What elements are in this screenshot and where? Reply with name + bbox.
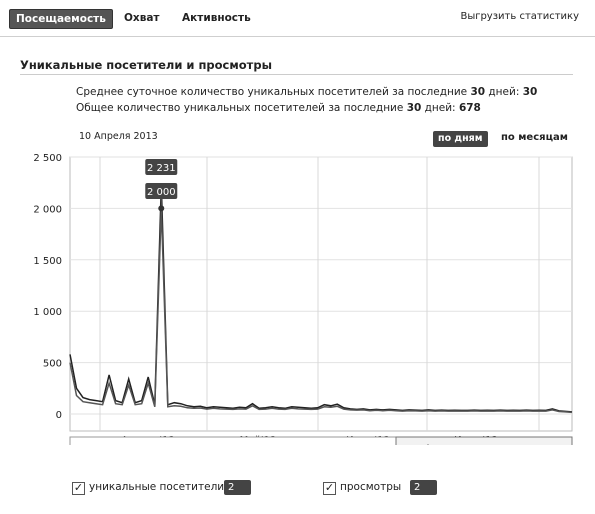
views-legend-label: просмотры <box>340 481 402 493</box>
stat-daily-days: 30 <box>470 86 486 98</box>
section-divider <box>20 74 573 75</box>
stat-daily-value: 30 <box>522 86 538 98</box>
stat-total-value: 678 <box>458 102 481 114</box>
top-navigation: Посещаемость Охват Активность Выгрузить … <box>0 0 595 37</box>
views-value-badge: 2 231 <box>410 480 438 508</box>
y-tick-label: 2 000 <box>33 204 62 215</box>
stat-daily-mid: дней: <box>485 86 523 98</box>
tab-attendance[interactable]: Посещаемость <box>9 9 113 29</box>
y-tick-label: 1 000 <box>33 307 62 318</box>
export-stats-link[interactable]: Выгрузить статистику <box>460 11 579 22</box>
period-daily-button[interactable]: по дням <box>433 131 488 147</box>
tooltip-visitors-bg <box>145 183 178 199</box>
visitors-checkbox[interactable]: ✓ <box>72 481 85 495</box>
series-line-visitors <box>69 208 573 414</box>
views-checkbox[interactable]: ✓ <box>323 481 336 495</box>
y-tick-label: 1 500 <box>33 256 62 267</box>
navigator-selection <box>395 436 573 445</box>
period-monthly-link[interactable]: по месяцам <box>501 132 568 143</box>
stat-total-prefix: Общее количество уникальных посетителей … <box>76 102 407 114</box>
tab-activity[interactable]: Активность <box>182 12 251 24</box>
y-tick-label: 500 <box>43 359 62 370</box>
peak-point <box>158 205 165 212</box>
section-title: Уникальные посетители и просмотры <box>20 58 272 72</box>
tooltip-visitors: 2 000 <box>147 187 176 198</box>
stat-daily-average: Среднее суточное количество уникальных п… <box>76 86 537 98</box>
y-tick-label: 0 <box>56 410 62 421</box>
plot-area <box>69 156 573 432</box>
stat-daily-prefix: Среднее суточное количество уникальных п… <box>76 86 471 98</box>
visitors-legend-label: уникальные посетители <box>89 481 225 493</box>
visitors-value-badge: 2 000 <box>224 480 252 508</box>
stat-total-days: 30 <box>406 102 422 114</box>
hover-date-label: 10 Апреля 2013 <box>79 131 158 142</box>
stat-total-mid: дней: <box>421 102 459 114</box>
tab-reach[interactable]: Охват <box>124 12 160 24</box>
tooltip-views: 2 231 <box>147 163 176 174</box>
y-tick-label: 2 500 <box>33 153 62 164</box>
tooltip-views-bg <box>145 159 178 175</box>
navigator-area <box>69 436 573 445</box>
stat-total: Общее количество уникальных посетителей … <box>76 102 481 114</box>
